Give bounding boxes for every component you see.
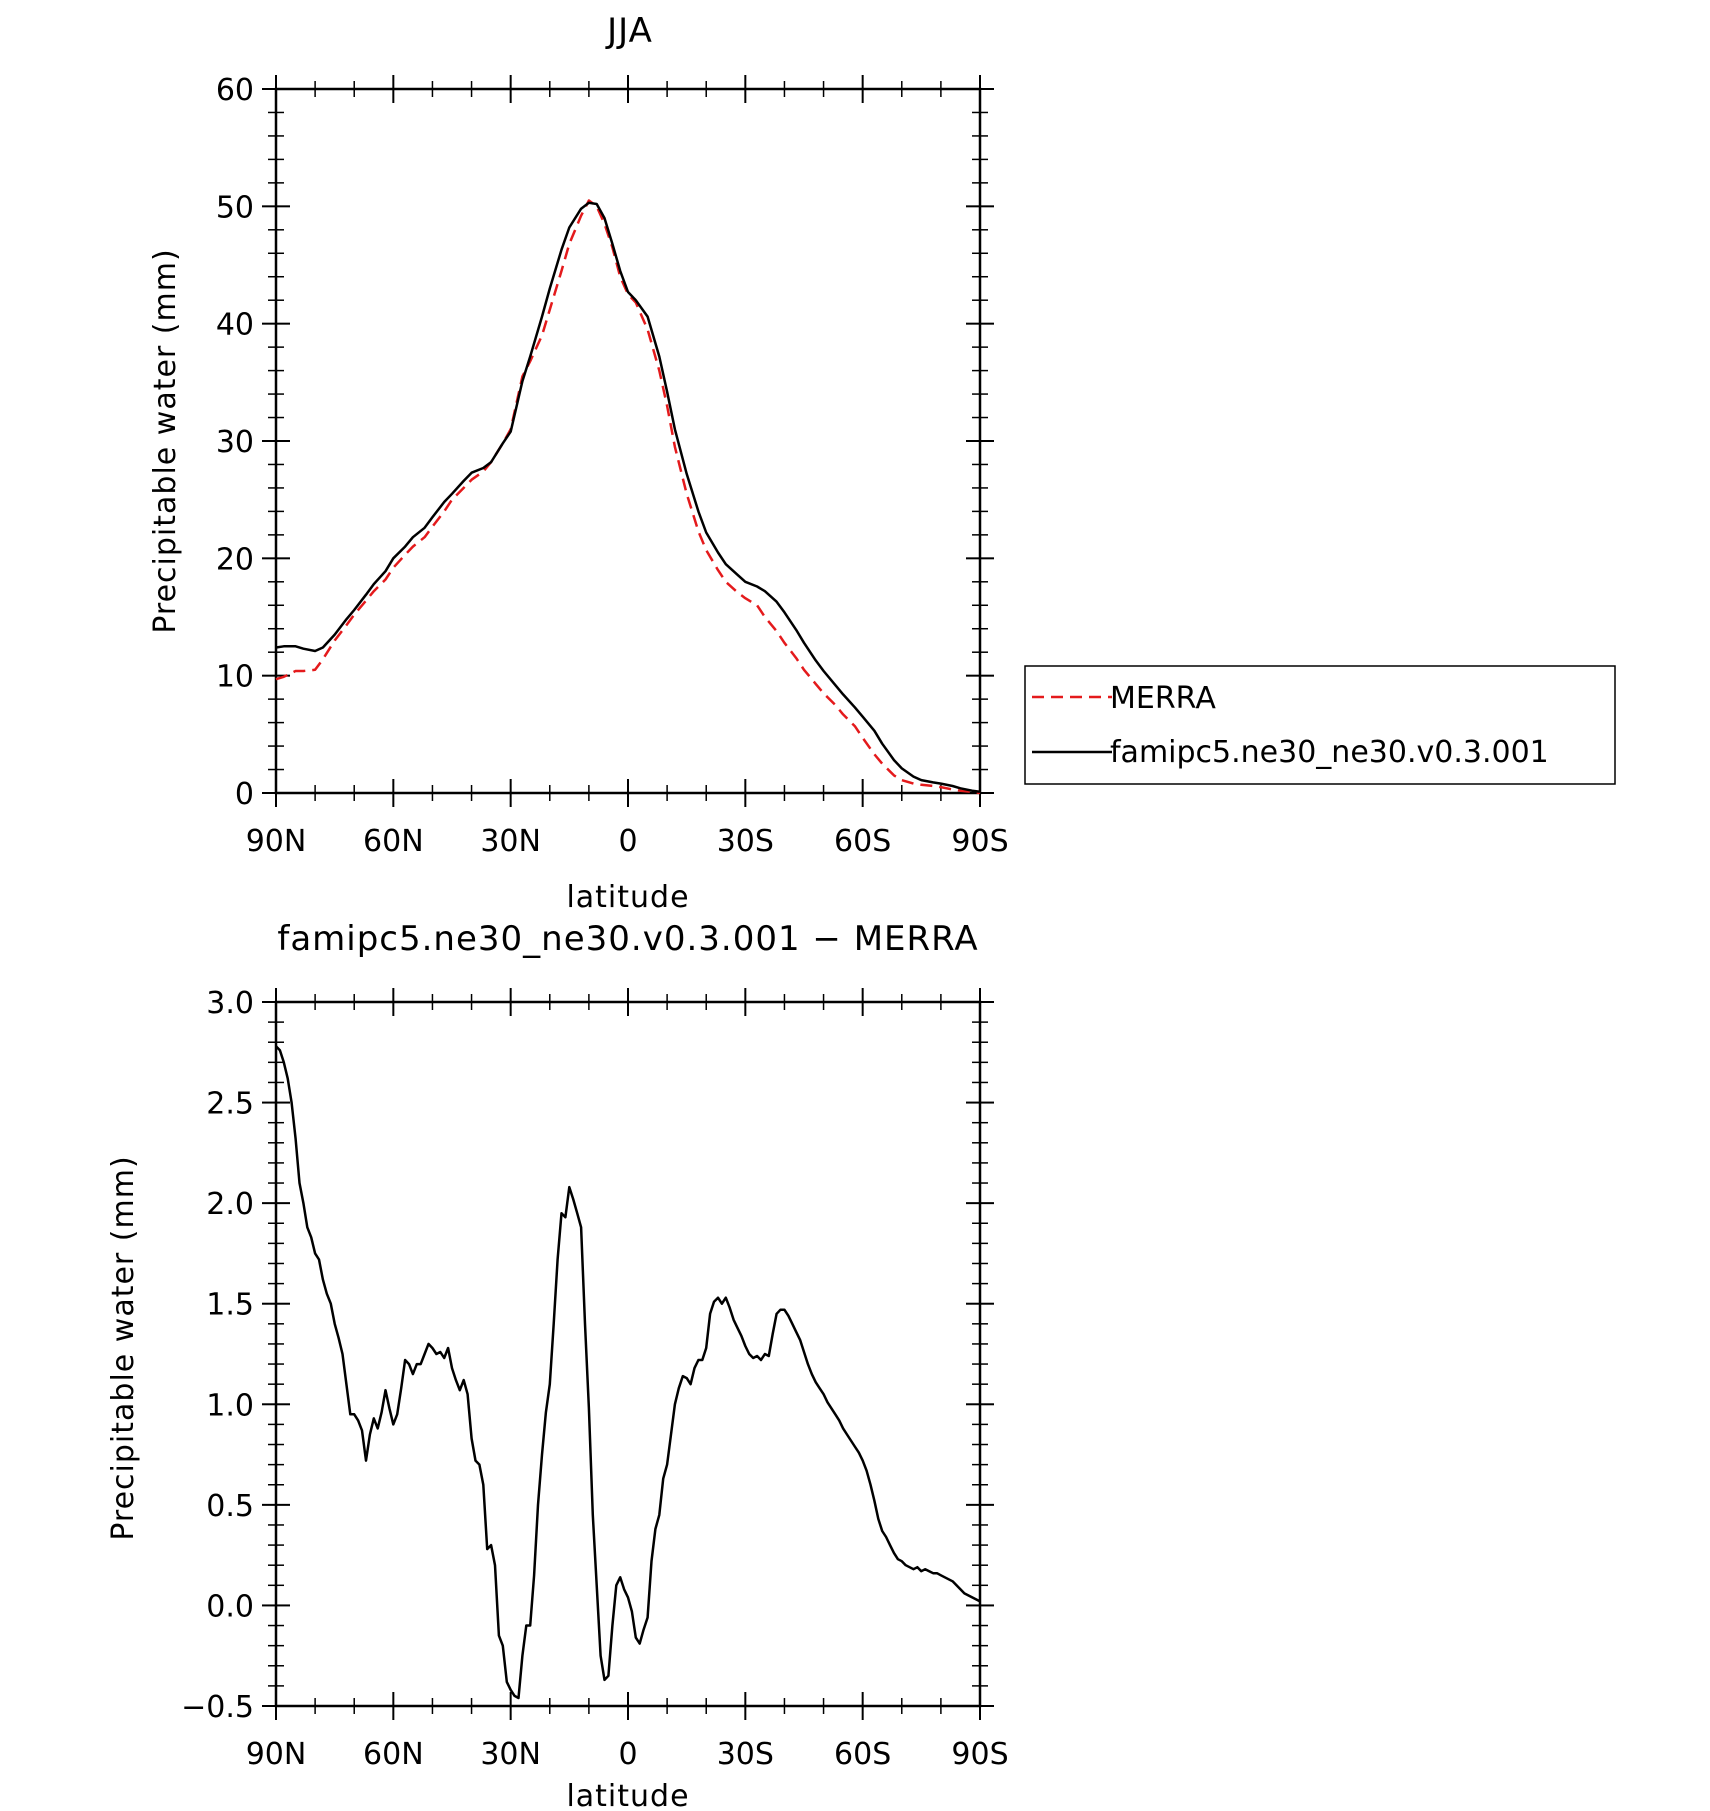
legend-label-model: famipc5.ne30_ne30.v0.3.001 — [1110, 735, 1549, 770]
y-tick-label: 0.5 — [206, 1489, 254, 1524]
y-axis-label-top: Precipitable water (mm) — [148, 248, 183, 633]
y-tick-label: −0.5 — [181, 1690, 254, 1725]
series-line-diff-0 — [275, 1045, 981, 1700]
y-tick-label: 60 — [216, 73, 254, 108]
x-axis-top: 90N 60N 30N 0 30S 60S 90S — [246, 75, 1009, 859]
plot-frame-top — [274, 87, 982, 795]
y-tick-label: 10 — [216, 660, 254, 695]
y-tick-label: 30 — [216, 425, 254, 460]
y-tick-label: 0 — [235, 777, 254, 812]
x-axis-bottom: 90N 60N 30N 0 30S 60S 90S — [246, 988, 1009, 1772]
chart-panel-bottom: famipc5.ne30_ne30.v0.3.001 − MERRA −0.5 0… — [106, 919, 1009, 1811]
series-line-merra — [275, 199, 981, 795]
y-tick-label: 50 — [216, 190, 254, 225]
x-tick-label: 90S — [951, 824, 1008, 859]
x-tick-label: 30S — [717, 1737, 774, 1772]
x-tick-label: 60N — [363, 824, 424, 859]
y-tick-label: 2.0 — [206, 1187, 254, 1222]
series-group-bottom — [275, 1045, 981, 1700]
y-tick-label: 1.0 — [206, 1388, 254, 1423]
legend: MERRA famipc5.ne30_ne30.v0.3.001 — [1024, 665, 1616, 785]
series-line-famipc5-ne30-ne30-v0-3-001 — [275, 201, 981, 794]
y-tick-label: 0.0 — [206, 1589, 254, 1624]
series-group-top — [275, 199, 981, 795]
y-tick-label: 20 — [216, 542, 254, 577]
x-tick-label: 60S — [834, 824, 891, 859]
y-tick-label: 3.0 — [206, 986, 254, 1021]
x-tick-label: 30N — [480, 1737, 541, 1772]
y-axis-label-bottom: Precipitable water (mm) — [106, 1155, 141, 1540]
x-tick-label: 60S — [834, 1737, 891, 1772]
x-tick-label: 30S — [717, 824, 774, 859]
legend-box — [1024, 665, 1616, 785]
y-axis-top: 0 10 20 30 40 50 60 — [216, 73, 994, 812]
x-axis-label-bottom: latitude — [566, 1779, 689, 1811]
chart-panel-top: JJA 0 10 20 30 40 50 60 90N 60N 30N 0 30S 60S 90S la… — [148, 11, 1616, 915]
x-tick-label: 60N — [363, 1737, 424, 1772]
y-tick-label: 2.5 — [206, 1087, 254, 1122]
chart-title-bottom: famipc5.ne30_ne30.v0.3.001 − MERRA — [277, 919, 978, 959]
y-axis-bottom: −0.5 0.0 0.5 1.0 1.5 2.0 2.5 3.0 — [181, 986, 994, 1725]
y-tick-label: 1.5 — [206, 1288, 254, 1323]
x-tick-label: 90S — [951, 1737, 1008, 1772]
y-tick-label: 40 — [216, 308, 254, 343]
chart-title-top: JJA — [605, 11, 653, 51]
x-tick-label: 30N — [480, 824, 541, 859]
x-tick-label: 90N — [246, 824, 307, 859]
legend-label-merra: MERRA — [1110, 681, 1216, 716]
x-tick-label: 0 — [618, 824, 637, 859]
x-tick-label: 0 — [618, 1737, 637, 1772]
x-tick-label: 90N — [246, 1737, 307, 1772]
x-axis-label-top: latitude — [566, 880, 689, 915]
